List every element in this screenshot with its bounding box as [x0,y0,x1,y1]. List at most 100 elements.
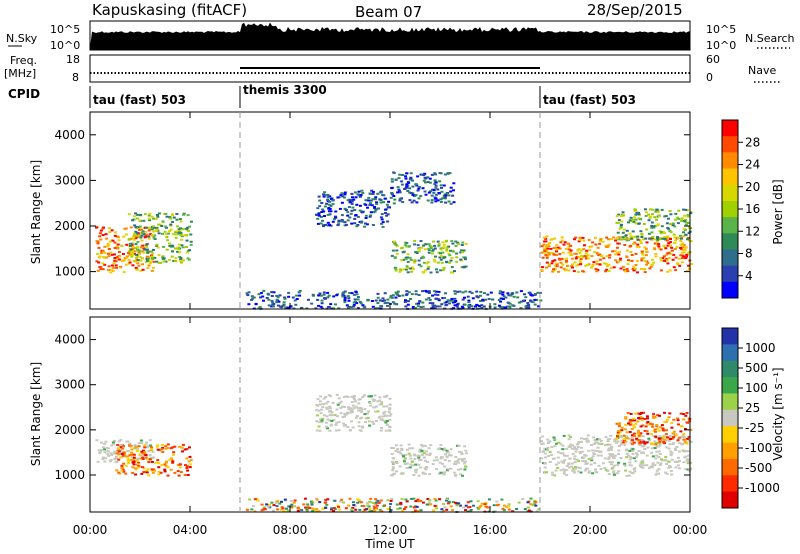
heatmap-cell [636,432,640,435]
heatmap-cell [622,268,626,271]
heatmap-cell [571,444,575,447]
heatmap-cell [453,270,456,273]
heatmap-cell [357,499,361,502]
heatmap-cell [653,464,657,467]
heatmap-cell [180,244,184,247]
heatmap-cell [419,509,423,512]
heatmap-cell [390,192,394,195]
heatmap-cell [417,474,421,477]
heatmap-cell [377,307,381,310]
heatmap-cell [431,294,435,297]
heatmap-cell [427,247,431,250]
heatmap-cell [397,295,401,297]
heatmap-cell [442,268,446,271]
heatmap-cell [141,466,144,469]
heatmap-cell [441,462,444,465]
heatmap-cell [342,501,345,504]
heatmap-cell [405,500,409,503]
heatmap-cell [116,449,120,452]
nave-tick-top: 60 [706,53,720,66]
power-ylabel: Slant Range [km] [29,160,43,264]
heatmap-cell [101,250,105,253]
heatmap-cell [290,506,294,509]
heatmap-cell [632,417,636,420]
heatmap-cell [166,239,170,242]
heatmap-cell [289,504,293,507]
heatmap-cell [630,434,634,437]
heatmap-cell [409,497,413,500]
heatmap-cell [678,264,682,267]
heatmap-cell [568,251,572,254]
heatmap-cell [359,221,363,224]
heatmap-cell [424,177,428,180]
heatmap-cell [267,298,271,301]
heatmap-cell [151,252,155,255]
heatmap-cell [161,444,164,446]
heatmap-cell [579,258,583,261]
heatmap-cell [682,450,686,453]
heatmap-cell [679,248,683,251]
heatmap-cell [352,504,356,506]
heatmap-cell [425,461,429,463]
heatmap-cell [540,269,544,271]
heatmap-cell [178,259,182,262]
colorbar-tick-label: -100 [745,441,772,455]
heatmap-cell [546,449,550,452]
heatmap-cell [596,450,600,452]
heatmap-cell [656,238,660,241]
colorbar-swatch [722,152,738,170]
heatmap-cell [103,451,107,454]
heatmap-cell [172,216,176,219]
heatmap-cell [144,235,148,238]
heatmap-cell [120,464,124,467]
heatmap-cell [373,406,377,409]
heatmap-cell [674,466,678,469]
heatmap-cell [426,267,430,270]
heatmap-cell [433,290,436,293]
heatmap-cell [541,450,545,453]
heatmap-cell [354,214,358,216]
heatmap-cell [642,411,645,414]
heatmap-cell [157,466,161,469]
x-tick-label: 20:00 [573,523,608,537]
heatmap-cell [567,438,571,441]
heatmap-cell [562,267,566,270]
heatmap-cell [649,265,653,268]
heatmap-cell [682,461,686,464]
heatmap-cell [393,472,397,475]
heatmap-cell [338,401,342,404]
heatmap-cell [324,223,328,226]
heatmap-cell [142,233,146,236]
heatmap-cell [416,305,420,308]
heatmap-cell [181,450,184,453]
heatmap-cell [616,231,620,234]
heatmap-cell [136,447,140,450]
heatmap-cell [363,413,367,416]
heatmap-cell [639,268,643,270]
heatmap-cell [545,471,548,474]
heatmap-cell [422,244,426,247]
heatmap-cell [362,505,366,508]
heatmap-cell [599,238,603,241]
heatmap-cell [405,462,409,465]
heatmap-cell [667,227,671,230]
heatmap-cell [607,458,611,460]
heatmap-cell [544,456,548,459]
heatmap-cell [656,236,659,238]
heatmap-cell [350,200,354,203]
heatmap-cell [634,422,638,425]
heatmap-cell [390,447,394,449]
heatmap-cell [393,242,397,245]
heatmap-cell [397,177,401,180]
heatmap-cell [346,214,350,217]
heatmap-cell [646,262,650,265]
colorbar-tick-label: 4 [745,269,753,283]
heatmap-cell [547,253,551,256]
heatmap-cell [116,444,120,447]
heatmap-cell [399,452,403,455]
heatmap-cell [141,455,145,457]
heatmap-cell [590,245,594,248]
heatmap-cell [539,299,543,302]
heatmap-cell [414,293,418,296]
heatmap-cell [461,266,465,269]
